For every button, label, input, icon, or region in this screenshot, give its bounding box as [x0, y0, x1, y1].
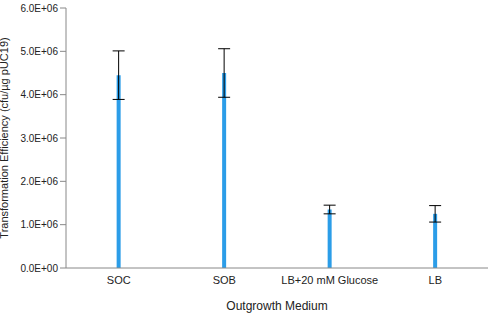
svg-text:2.0E+06: 2.0E+06: [20, 176, 58, 187]
svg-text:Outgrowth Medium: Outgrowth Medium: [226, 299, 327, 313]
svg-text:1.0E+06: 1.0E+06: [20, 219, 58, 230]
svg-text:LB: LB: [429, 274, 442, 286]
svg-text:LB+20 mM Glucose: LB+20 mM Glucose: [281, 274, 378, 286]
svg-text:5.0E+06: 5.0E+06: [20, 46, 58, 57]
svg-text:0.0E+00: 0.0E+00: [20, 263, 58, 274]
svg-text:SOC: SOC: [107, 274, 131, 286]
svg-text:3.0E+06: 3.0E+06: [20, 133, 58, 144]
svg-text:4.0E+06: 4.0E+06: [20, 89, 58, 100]
svg-text:6.0E+06: 6.0E+06: [20, 3, 58, 14]
svg-text:Transformation Efficiency (cfu: Transformation Efficiency (cfu/µg pUC19): [8, 37, 10, 238]
svg-text:SOB: SOB: [213, 274, 236, 286]
